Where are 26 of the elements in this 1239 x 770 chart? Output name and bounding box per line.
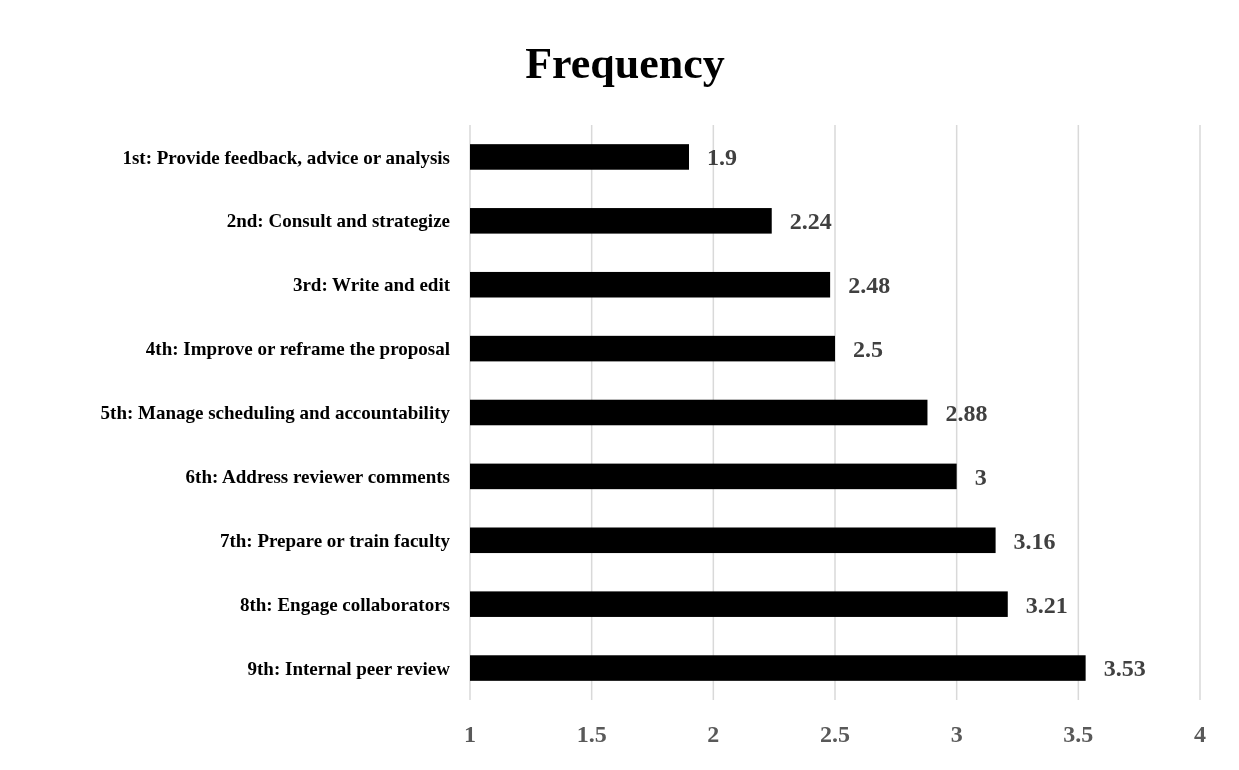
x-tick-label: 1 (464, 721, 476, 747)
data-label: 2.48 (848, 272, 891, 299)
y-tick-label: 4th: Improve or reframe the proposal (145, 338, 450, 360)
x-tick-label: 3 (950, 721, 963, 747)
data-label: 2.88 (945, 399, 988, 426)
y-tick-label: 5th: Manage scheduling and accountability (100, 402, 451, 424)
x-tick-label: 1.5 (576, 721, 607, 747)
data-label: 3.16 (1013, 527, 1056, 554)
data-label: 2.5 (853, 336, 883, 363)
y-tick-label: 2nd: Consult and strategize (226, 210, 450, 232)
x-tick-label: 3.5 (1063, 721, 1094, 747)
data-label: 2.24 (789, 208, 832, 235)
data-label: 1.9 (707, 144, 737, 171)
y-tick-label: 7th: Prepare or train faculty (219, 529, 451, 551)
x-tick-label: 2.5 (820, 721, 850, 747)
x-tick-label: 2 (707, 721, 720, 747)
y-tick-label: 3rd: Write and edit (292, 274, 451, 296)
y-tick-label: 8th: Engage collaborators (239, 593, 450, 615)
data-label: 3 (974, 463, 987, 490)
y-tick-label: 9th: Internal peer review (247, 657, 451, 679)
data-label: 3.21 (1025, 591, 1068, 618)
data-label: 3.53 (1103, 655, 1146, 682)
y-tick-label: 6th: Address reviewer comments (185, 466, 450, 488)
y-tick-label: 1st: Provide feedback, advice or analysis (122, 146, 450, 168)
x-tick-label: 4 (1194, 721, 1206, 747)
chart-title: Frequency (525, 39, 725, 88)
